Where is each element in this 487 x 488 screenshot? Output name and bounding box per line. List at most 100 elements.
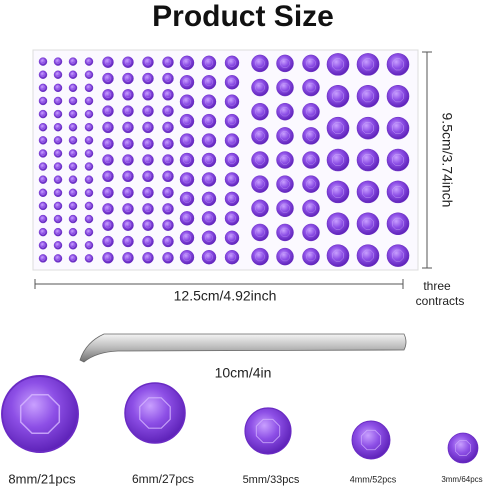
gem-facet bbox=[306, 179, 316, 189]
gem-facet bbox=[125, 59, 131, 66]
gem-facet bbox=[105, 140, 111, 147]
gem-facet bbox=[280, 179, 290, 189]
gem bbox=[38, 70, 48, 79]
gem-facet bbox=[40, 138, 46, 143]
gem bbox=[38, 96, 48, 106]
gem-facet bbox=[55, 125, 61, 130]
gem bbox=[276, 102, 294, 121]
gem bbox=[162, 252, 174, 264]
gem bbox=[142, 252, 154, 264]
gem bbox=[162, 56, 174, 68]
gem-facet bbox=[332, 58, 344, 71]
gem-facet bbox=[70, 164, 76, 169]
gem bbox=[122, 89, 134, 101]
gem bbox=[251, 199, 269, 218]
gem bbox=[84, 70, 94, 79]
gem bbox=[224, 230, 240, 245]
gem-facet bbox=[70, 229, 76, 235]
gem-facet bbox=[183, 78, 191, 86]
gem bbox=[53, 57, 63, 66]
gem-facet bbox=[280, 107, 290, 117]
gem-facet bbox=[205, 214, 213, 223]
gem bbox=[68, 227, 78, 237]
gem bbox=[201, 55, 217, 70]
gem bbox=[302, 78, 320, 97]
gem-facet bbox=[145, 222, 151, 229]
gem-facet bbox=[183, 214, 191, 223]
gem-facet bbox=[306, 131, 316, 141]
gem-facet bbox=[362, 58, 374, 71]
gem bbox=[53, 83, 63, 93]
gem bbox=[251, 102, 269, 121]
gem-facet bbox=[255, 179, 265, 189]
gem bbox=[53, 188, 63, 198]
gem bbox=[53, 254, 63, 263]
gem-facet bbox=[362, 186, 374, 198]
gem bbox=[142, 203, 154, 215]
gem bbox=[68, 162, 78, 171]
gem-facet bbox=[125, 157, 131, 163]
gem bbox=[224, 94, 240, 109]
gem-facet bbox=[165, 157, 171, 163]
gem bbox=[302, 223, 320, 242]
gem bbox=[122, 235, 134, 248]
gem-facet bbox=[86, 243, 92, 248]
gem-facet bbox=[145, 91, 151, 98]
gem bbox=[53, 109, 63, 119]
gem bbox=[201, 113, 217, 129]
gem bbox=[351, 420, 391, 460]
gem bbox=[162, 137, 174, 150]
gem-facet bbox=[255, 58, 265, 68]
gem bbox=[142, 72, 154, 85]
gem-facet bbox=[205, 195, 213, 203]
gem bbox=[251, 127, 269, 145]
gem-facet bbox=[332, 154, 344, 166]
gem bbox=[276, 199, 294, 218]
gem-facet bbox=[280, 83, 290, 93]
gem-facet bbox=[70, 111, 76, 117]
gem-label: 6mm/27pcs bbox=[132, 472, 194, 486]
gem-facet bbox=[105, 124, 111, 131]
gem-facet bbox=[70, 72, 76, 77]
gem bbox=[84, 136, 94, 145]
gem-facet bbox=[105, 59, 111, 66]
gem bbox=[179, 191, 195, 207]
gem-facet bbox=[255, 418, 281, 444]
gem bbox=[224, 113, 240, 129]
gem-facet bbox=[55, 256, 61, 261]
gem-facet bbox=[55, 151, 61, 156]
gem bbox=[122, 203, 134, 215]
gem-facet bbox=[255, 252, 265, 262]
gem-facet bbox=[332, 90, 344, 103]
gem bbox=[102, 154, 114, 166]
gem-facet bbox=[40, 85, 46, 91]
gem bbox=[102, 72, 114, 85]
gem-facet bbox=[55, 229, 61, 235]
gem bbox=[142, 105, 154, 117]
width-label: 12.5cm/4.92inch bbox=[174, 288, 277, 304]
gem-facet bbox=[165, 91, 171, 98]
gem bbox=[84, 188, 94, 198]
gem-facet bbox=[392, 217, 404, 230]
gem-facet bbox=[70, 216, 76, 222]
height-label: 9.5cm/3.74inch bbox=[439, 113, 455, 208]
gem-facet bbox=[255, 131, 265, 141]
gem bbox=[162, 121, 174, 134]
gem-facet bbox=[392, 90, 404, 103]
gem bbox=[38, 227, 48, 237]
gem bbox=[68, 70, 78, 79]
gem-facet bbox=[280, 252, 290, 262]
gem-facet bbox=[306, 227, 316, 237]
gem-facet bbox=[165, 205, 171, 212]
gem-facet bbox=[86, 98, 92, 104]
gem-facet bbox=[145, 108, 151, 115]
gem bbox=[251, 223, 269, 242]
gem bbox=[162, 72, 174, 85]
gem bbox=[68, 83, 78, 93]
gem-facet bbox=[255, 203, 265, 213]
gem-facet bbox=[70, 177, 76, 182]
gem bbox=[356, 53, 380, 76]
gem-facet bbox=[183, 195, 191, 203]
gem-facet bbox=[183, 97, 191, 106]
gem bbox=[251, 78, 269, 97]
